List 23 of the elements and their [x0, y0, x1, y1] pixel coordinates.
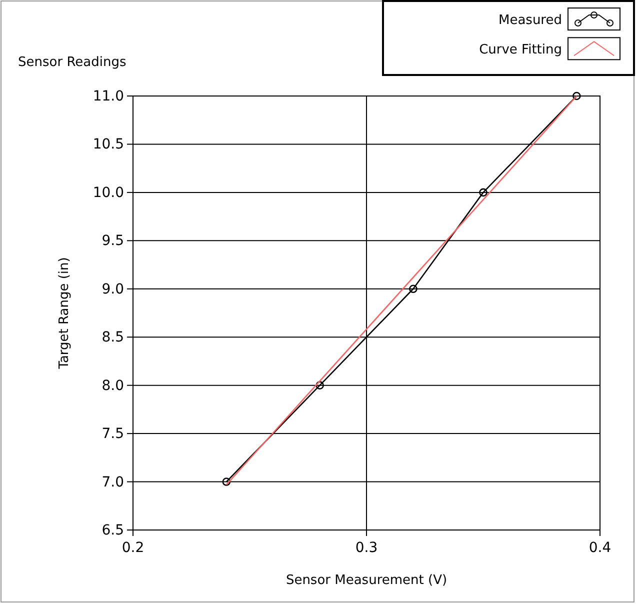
legend-label: Curve Fitting [479, 42, 562, 58]
legend-label: Measured [498, 13, 562, 28]
y-tick-label: 9.5 [102, 233, 124, 250]
point [316, 381, 324, 390]
y-tick-label: 9.0 [102, 281, 124, 298]
y-tick-label: 7.5 [102, 426, 124, 442]
point [222, 478, 231, 486]
point [409, 284, 418, 294]
y-axis-title: Target Range (in) [57, 257, 72, 370]
y-tick-label: 7.0 [102, 474, 124, 490]
y-tick-label: 10.5 [92, 136, 124, 153]
y-tick-label: 6.5 [102, 522, 124, 538]
x-axis-title: Sensor Measurement (V) [286, 573, 448, 588]
y-tick-label: 11.0 [92, 88, 124, 104]
y-tick-label: 8.0 [102, 378, 124, 394]
y-tick-label: 10.0 [92, 184, 124, 201]
x-tick-label: 0.4 [588, 540, 612, 556]
x-tick-label: 0.2 [122, 540, 144, 556]
point [572, 92, 581, 100]
chart-title: Sensor Readings [18, 55, 126, 70]
point [479, 188, 488, 197]
y-tick-label: 8.5 [102, 330, 124, 346]
x-tick-label: 0.3 [355, 540, 378, 556]
